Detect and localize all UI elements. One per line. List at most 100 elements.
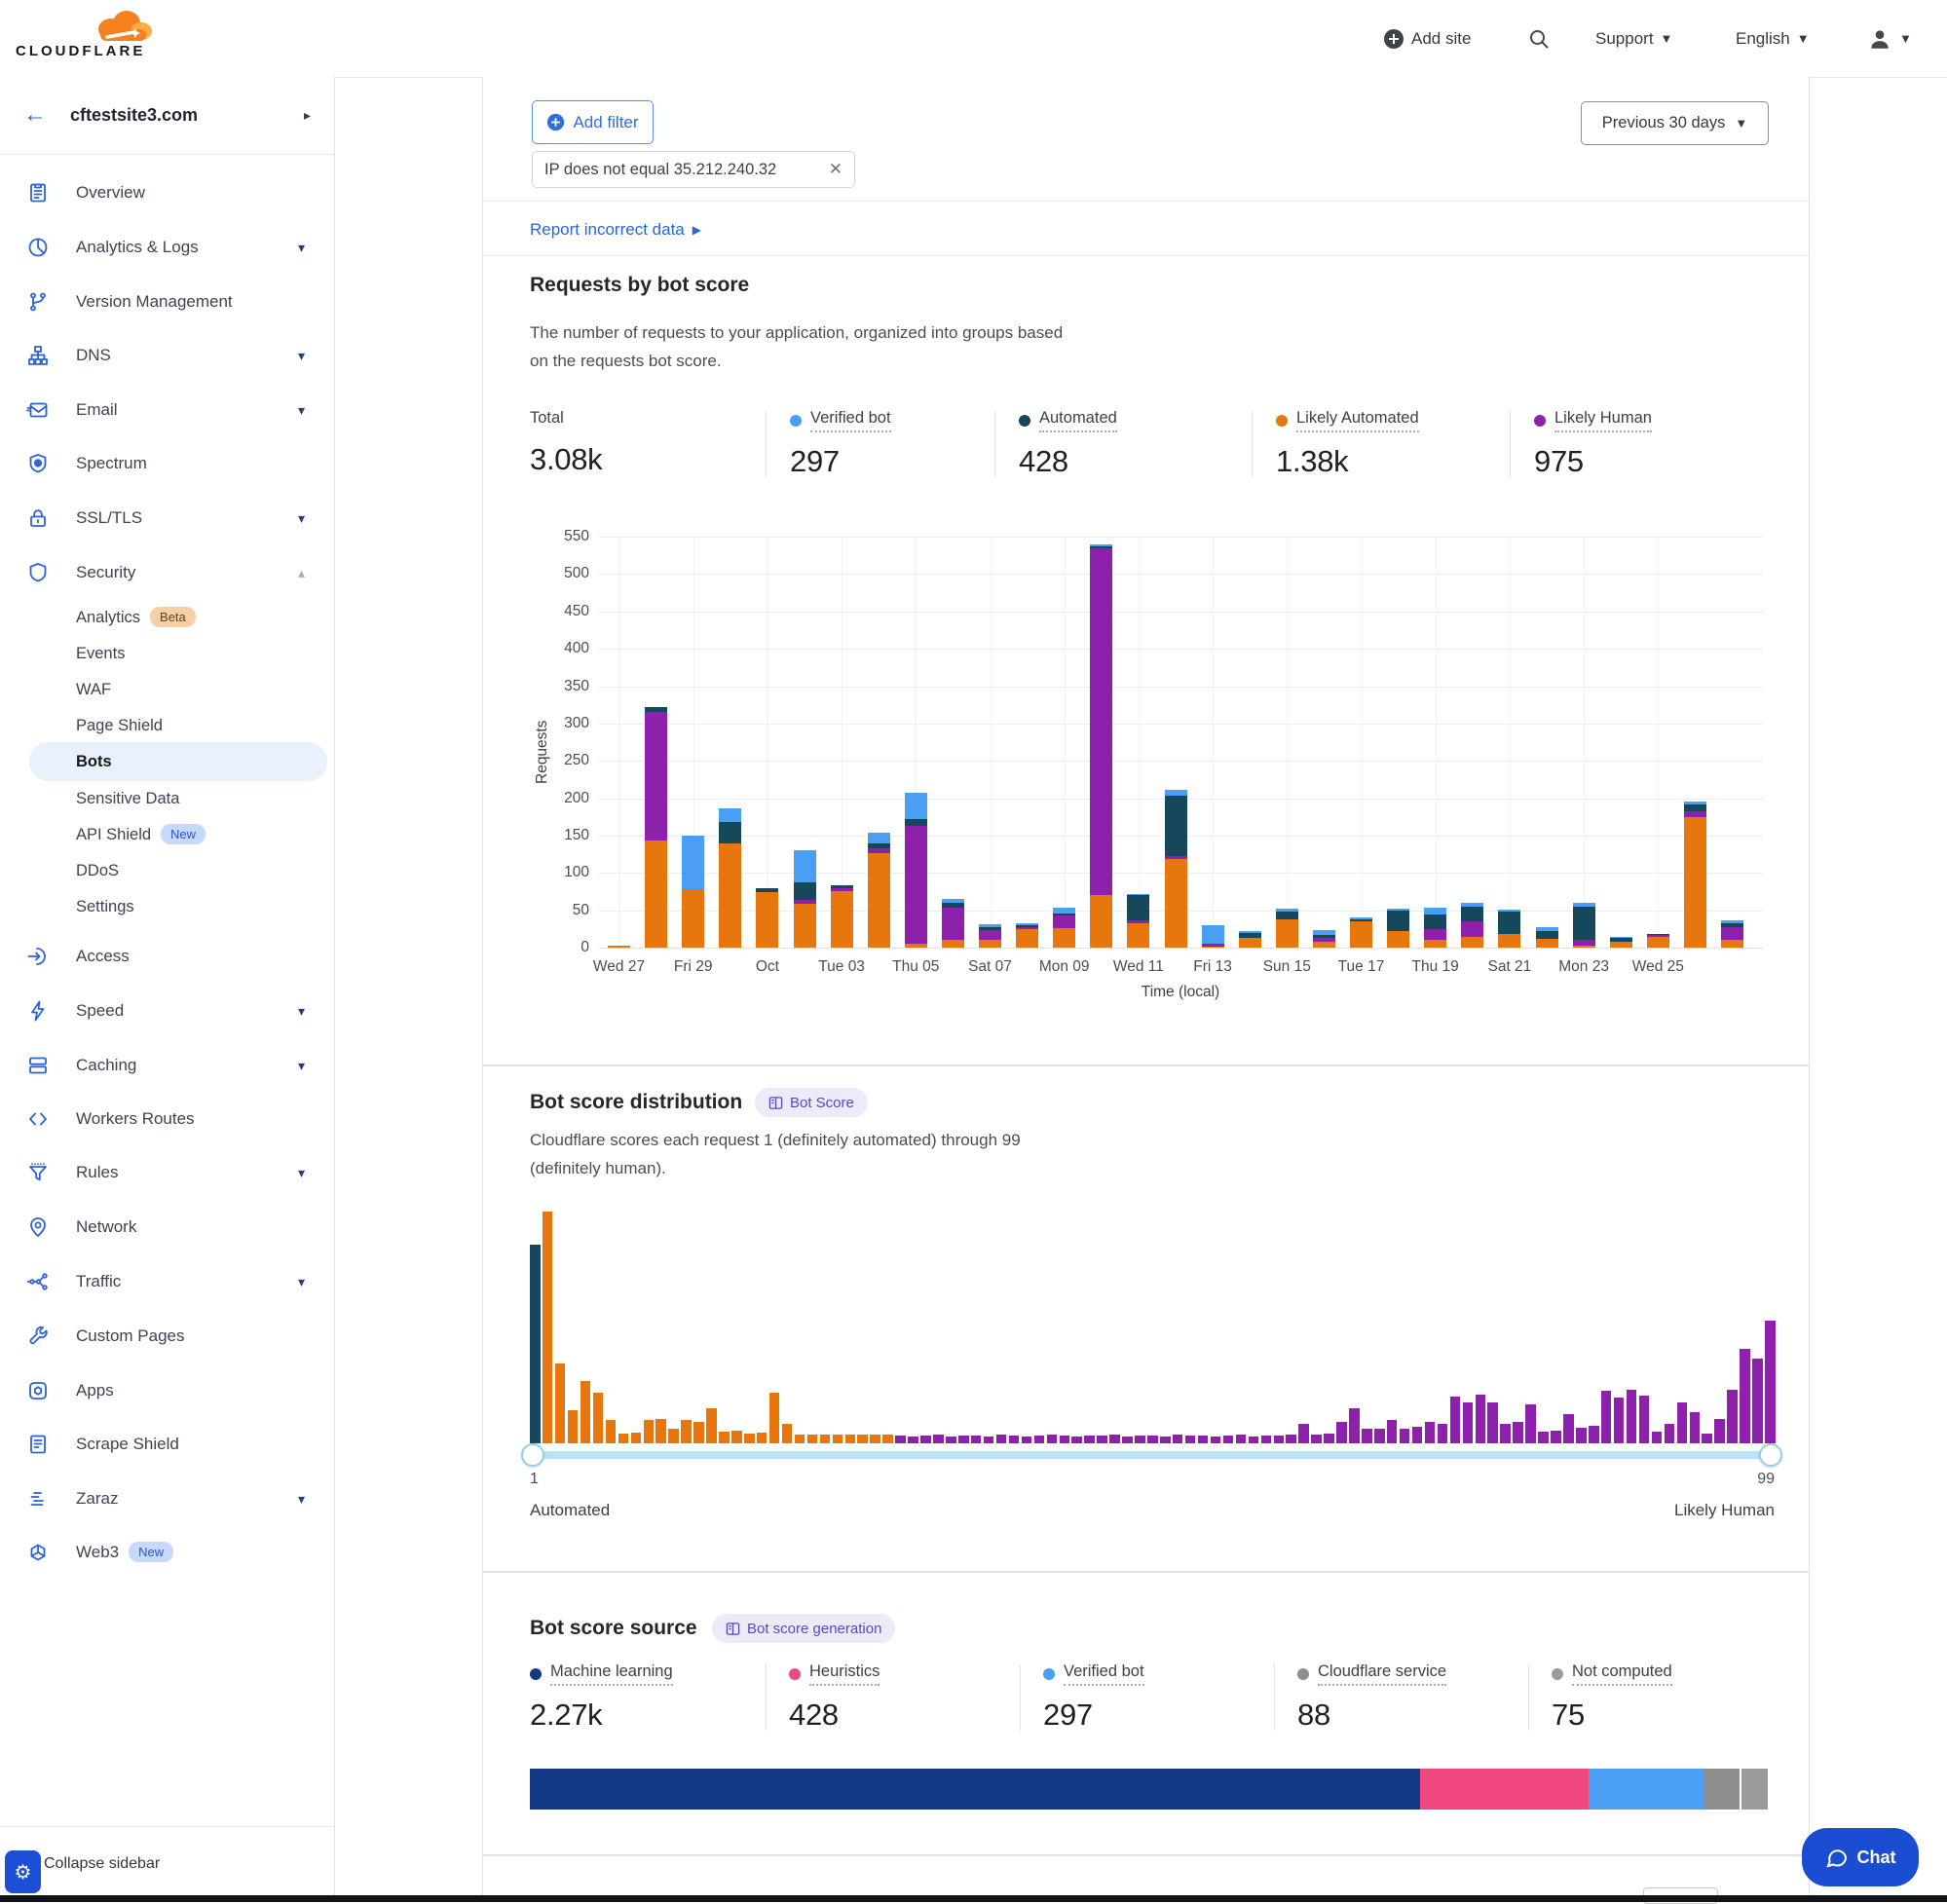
bot-score-badge[interactable]: Bot Score — [755, 1088, 868, 1117]
requests-section-description: The number of requests to your applicati… — [530, 323, 1064, 370]
docs-icon — [768, 1096, 783, 1110]
stat-value: 75 — [1552, 1698, 1585, 1732]
y-tick-label: 150 — [564, 826, 589, 843]
apps-icon — [26, 1379, 50, 1402]
cloudflare-cloud-logo-icon — [90, 8, 154, 43]
collapse-sidebar-label[interactable]: Collapse sidebar — [44, 1855, 161, 1872]
sidebar-item-settings[interactable]: Settings — [0, 887, 334, 926]
sidebar-item-security[interactable]: Security ▴ — [0, 553, 334, 592]
slider-handle-max[interactable] — [1759, 1443, 1782, 1467]
sidebar-item-zaraz[interactable]: Zaraz ▾ — [0, 1479, 334, 1518]
search-icon[interactable] — [1527, 0, 1551, 77]
close-icon[interactable]: ✕ — [828, 160, 842, 178]
support-menu[interactable]: Support ▼ — [1595, 28, 1673, 48]
settings-gear-button[interactable]: ⚙ — [5, 1850, 41, 1893]
histogram-bar-score-32 — [920, 1436, 931, 1443]
chevron-down-icon: ▾ — [298, 1164, 306, 1180]
bar-segment-likely-automated — [1572, 945, 1595, 948]
sidebar-item-caching[interactable]: Caching ▾ — [0, 1046, 334, 1085]
sidebar-item-dns[interactable]: DNS ▾ — [0, 336, 334, 375]
stat-label-text[interactable]: Verified bot — [810, 409, 891, 432]
report-incorrect-data-link[interactable]: Report incorrect data ▶ — [530, 220, 701, 239]
chat-button[interactable]: Chat — [1802, 1828, 1919, 1886]
distribution-description: Cloudflare scores each request 1 (defini… — [530, 1131, 1021, 1177]
bar-segment-likely-human — [979, 930, 1001, 940]
stat-label-text[interactable]: Heuristics — [809, 1662, 880, 1686]
site-name[interactable]: cftestsite3.com — [70, 104, 199, 125]
chart-bar-oct-10 — [1090, 537, 1113, 948]
sidebar-item-spectrum[interactable]: Spectrum — [0, 444, 334, 483]
x-tick-label: Thu 19 — [1411, 958, 1459, 975]
language-menu[interactable]: English ▼ — [1736, 28, 1810, 48]
gridline — [1213, 537, 1215, 948]
verified-bot-legend-dot — [790, 415, 802, 427]
sidebar-item-ssl-tls[interactable]: SSL/TLS ▾ — [0, 499, 334, 538]
bar-segment-likely-automated — [904, 944, 927, 948]
sidebar-item-sensitive-data[interactable]: Sensitive Data — [0, 779, 334, 818]
add-site-button[interactable]: Add site — [1383, 0, 1471, 77]
bar-segment-likely-automated — [608, 945, 630, 948]
sidebar-item-version-management[interactable]: Version Management — [0, 282, 334, 321]
sidebar-item-scrape-shield[interactable]: Scrape Shield — [0, 1425, 334, 1464]
histogram-bar-score-56 — [1222, 1436, 1234, 1443]
stat-label-text[interactable]: Not computed — [1572, 1662, 1672, 1686]
stat-label-text[interactable]: Likely Automated — [1296, 409, 1419, 432]
stat-label-text[interactable]: Likely Human — [1554, 409, 1652, 432]
x-tick-label: Sat 21 — [1487, 958, 1532, 975]
bot-score-generation-badge[interactable]: Bot score generation — [712, 1614, 896, 1643]
gear-icon: ⚙ — [14, 1861, 32, 1884]
histogram-bar-score-33 — [933, 1435, 944, 1443]
pin-icon — [26, 1215, 50, 1239]
sidebar-item-email[interactable]: Email ▾ — [0, 391, 334, 429]
histogram-bar-score-14 — [693, 1422, 704, 1443]
time-range-select[interactable]: Previous 30 days ▼ — [1581, 101, 1769, 145]
histogram-bar-score-54 — [1197, 1436, 1209, 1443]
sidebar-item-access[interactable]: Access — [0, 937, 334, 976]
score-range-slider-track[interactable] — [530, 1451, 1777, 1459]
sidebar-item-events[interactable]: Events — [0, 634, 334, 673]
x-tick-label: Mon 09 — [1038, 958, 1090, 975]
account-menu[interactable]: ▼ — [1867, 0, 1912, 77]
gridline — [1138, 537, 1140, 948]
gridline — [599, 948, 1763, 949]
sidebar-item-label: Email — [76, 400, 118, 419]
histogram-bar-score-63 — [1311, 1435, 1322, 1443]
histogram-bar-score-72 — [1424, 1422, 1436, 1443]
sidebar-item-label: Access — [76, 947, 130, 965]
sidebar-item-network[interactable]: Network — [0, 1208, 334, 1247]
bar-segment-likely-automated — [682, 889, 705, 948]
sidebar-item-bots[interactable]: Bots — [0, 742, 334, 781]
site-switch-caret-icon[interactable]: ▸ — [304, 106, 312, 123]
back-arrow-icon[interactable]: ← — [23, 101, 47, 128]
histogram-bar-score-26 — [844, 1435, 855, 1443]
chart-bar-oct-12 — [1164, 537, 1187, 948]
filter-chip[interactable]: IP does not equal 35.212.240.32 ✕ — [532, 151, 855, 188]
sidebar-item-analytics-logs[interactable]: Analytics & Logs ▾ — [0, 228, 334, 267]
slider-handle-min[interactable] — [521, 1443, 544, 1467]
y-tick-label: 350 — [564, 677, 589, 694]
sidebar-item-custom-pages[interactable]: Custom Pages — [0, 1317, 334, 1356]
histogram-bar-score-90 — [1651, 1432, 1663, 1443]
sidebar-item-waf[interactable]: WAF — [0, 670, 334, 709]
add-filter-button[interactable]: Add filter — [532, 100, 654, 144]
sidebar-item-workers-routes[interactable]: Workers Routes — [0, 1100, 334, 1139]
sidebar-item-web3[interactable]: Web3 New — [0, 1533, 334, 1572]
sidebar-item-apps[interactable]: Apps — [0, 1371, 334, 1410]
stat-label-text[interactable]: Automated — [1039, 409, 1117, 432]
sidebar-item-overview[interactable]: Overview — [0, 173, 334, 212]
sidebar-item-traffic[interactable]: Traffic ▾ — [0, 1262, 334, 1301]
sidebar-item-api-shield[interactable]: API Shield New — [0, 815, 334, 854]
bar-segment-likely-automated — [1535, 938, 1558, 948]
stat-label-text[interactable]: Cloudflare service — [1318, 1662, 1447, 1686]
sidebar-item-analytics[interactable]: Analytics Beta — [0, 598, 334, 637]
stat-divider — [766, 411, 767, 477]
sidebar-item-ddos[interactable]: DDoS — [0, 851, 334, 890]
sidebar-item-page-shield[interactable]: Page Shield — [0, 706, 334, 745]
sidebar-item-label: Caching — [76, 1056, 137, 1074]
sidebar-item-speed[interactable]: Speed ▾ — [0, 991, 334, 1030]
sidebar-item-rules[interactable]: Rules ▾ — [0, 1153, 334, 1192]
stat-label-text[interactable]: Machine learning — [550, 1662, 673, 1686]
histogram-bar-score-10 — [643, 1420, 654, 1443]
bar-segment-likely-automated — [1238, 938, 1261, 948]
stat-label-text[interactable]: Verified bot — [1064, 1662, 1144, 1686]
